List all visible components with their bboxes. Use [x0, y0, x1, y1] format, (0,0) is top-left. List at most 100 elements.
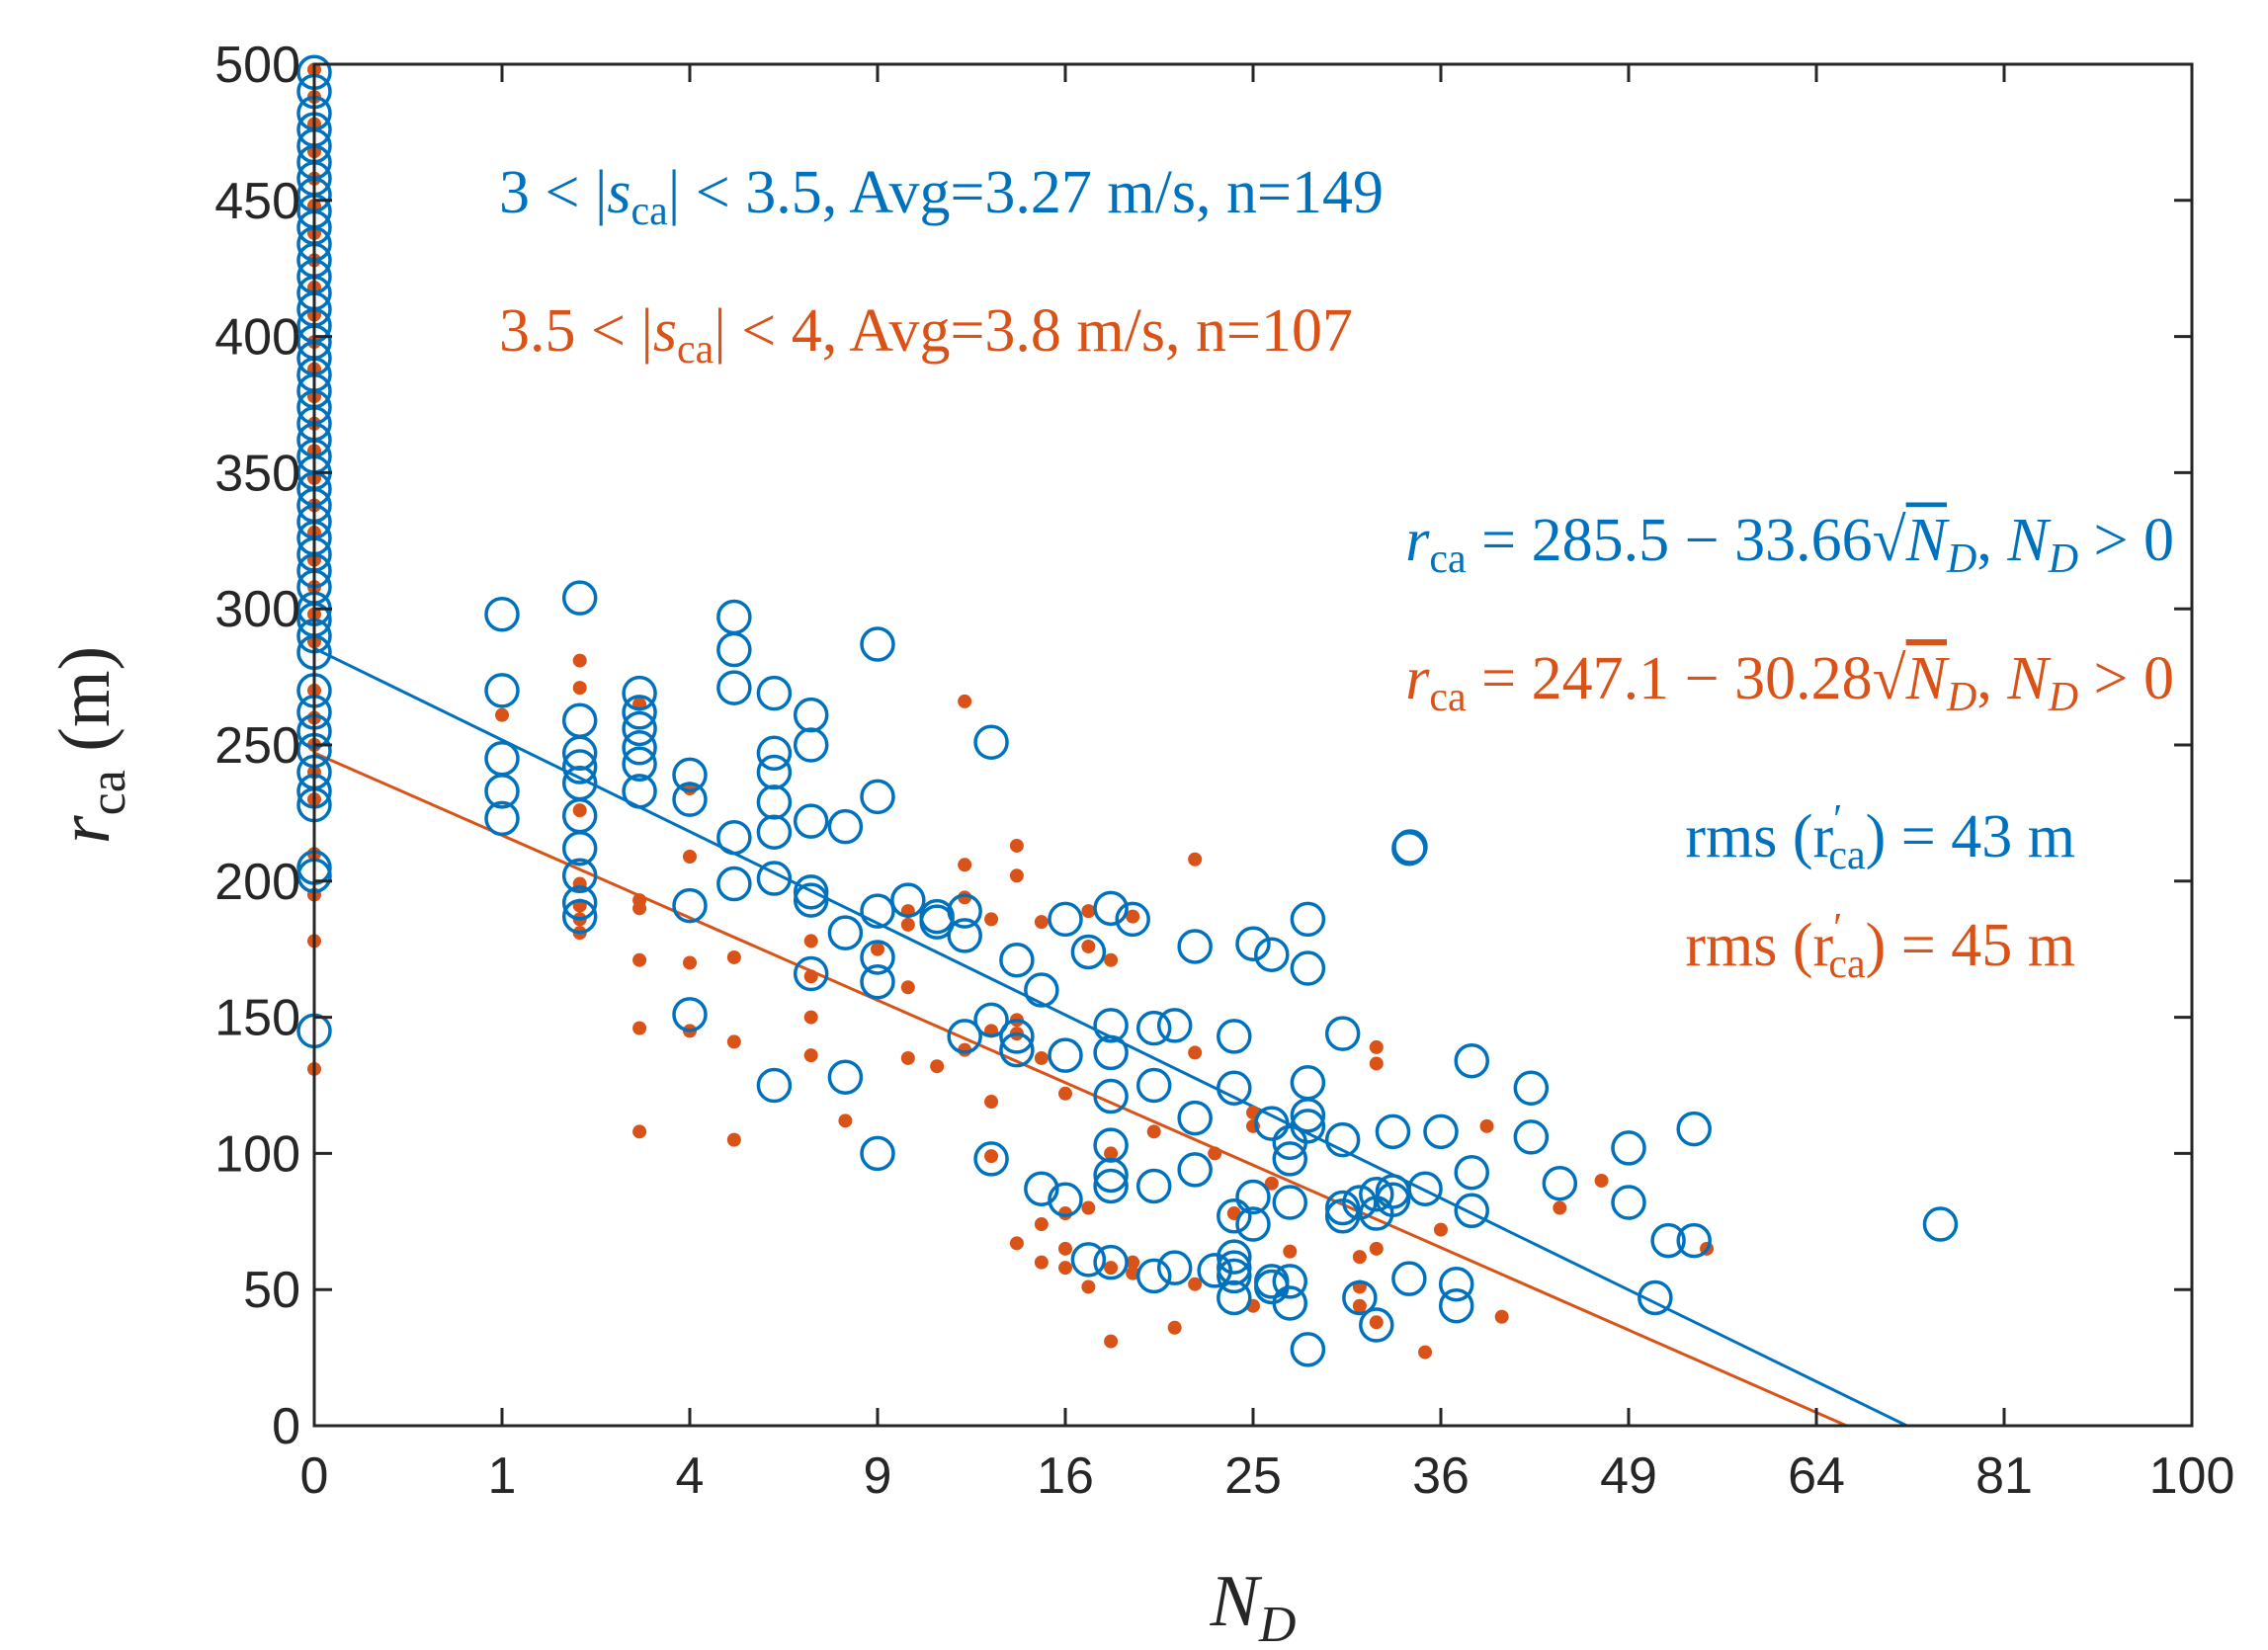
blue-data-point [561, 749, 598, 784]
orange-data-point [1058, 1261, 1072, 1276]
orange-data-point [572, 653, 587, 668]
orange-data-point [1058, 1241, 1072, 1256]
blue-data-point [672, 997, 708, 1032]
blue-data-point [1093, 1008, 1129, 1043]
orange-data-point [838, 1114, 853, 1128]
orange-data-point [1009, 1236, 1024, 1251]
blue-data-point [999, 1031, 1035, 1068]
orange-data-point [1034, 1217, 1049, 1232]
orange-data-point [1494, 1309, 1509, 1324]
blue-data-point [1375, 1114, 1411, 1150]
blue-data-point [1135, 1067, 1172, 1104]
blue-data-point [1135, 1010, 1172, 1046]
blue-data-point [1676, 1111, 1712, 1147]
blue-data-point [1290, 1332, 1326, 1367]
blue-data-point [1093, 890, 1129, 927]
y-tick-label: 400 [214, 309, 300, 367]
blue-data-point [973, 724, 1009, 760]
blue-data-point [1324, 1121, 1361, 1158]
blue-data-point [1217, 1258, 1252, 1294]
orange-data-point [495, 707, 509, 722]
blue-data-point [1454, 1042, 1489, 1079]
blue-data-point [1217, 1070, 1252, 1107]
blue-data-point [1048, 1182, 1083, 1218]
y-tick-label: 0 [272, 1398, 300, 1455]
blue-data-point [1093, 1078, 1129, 1114]
orange-data-point [803, 1048, 818, 1063]
blue-data-point [1235, 1206, 1271, 1242]
y-tick-label: 500 [214, 37, 300, 94]
blue-data-point [1324, 1190, 1361, 1226]
blue-data-point [716, 670, 752, 705]
y-tick-label: 300 [214, 581, 300, 638]
orange-data-point [1081, 1200, 1096, 1215]
blue-data-point [1638, 1279, 1673, 1316]
blue-data-point [793, 874, 829, 910]
orange-data-point [1081, 904, 1096, 919]
orange-data-point [958, 858, 972, 872]
blue-data-point [484, 774, 520, 809]
blue-data-point [1135, 1168, 1172, 1204]
blue-data-point [1513, 1070, 1550, 1107]
x-tick-label: 9 [864, 1447, 892, 1505]
blue-data-point [1438, 1266, 1474, 1302]
orange-data-point [1208, 1146, 1222, 1161]
orange-data-point [1283, 1244, 1298, 1259]
blue-data-point [1093, 1244, 1129, 1280]
orange-data-point [1264, 1176, 1279, 1191]
blue-data-point [1391, 1261, 1427, 1296]
blue-data-point [1093, 1168, 1129, 1204]
blue-data-point [1070, 934, 1107, 970]
blue-data-point [1290, 901, 1326, 938]
blue-data-point [756, 1067, 793, 1104]
orange-fit-annotation: rca = 247.1 − 30.28√ND, ND > 0 [1405, 645, 2174, 720]
blue-data-point [827, 1059, 864, 1095]
blue-data-point [793, 727, 829, 763]
orange-data-point [1104, 1334, 1119, 1349]
orange-data-point [1126, 1266, 1140, 1280]
blue-data-point [1272, 1285, 1308, 1321]
blue-data-point [1290, 1109, 1326, 1144]
blue-data-point [1217, 1198, 1252, 1234]
blue-data-point [1438, 1287, 1474, 1324]
orange-data-point [1188, 1045, 1203, 1060]
x-tick-label: 81 [1975, 1447, 2033, 1505]
legend-open-circle-marker [1392, 829, 1428, 865]
blue-data-point [484, 596, 520, 632]
orange-data-point [632, 1021, 647, 1035]
orange-data-point [1104, 1261, 1119, 1276]
blue-data-point [1177, 929, 1213, 964]
blue-data-point [1024, 1171, 1059, 1206]
orange-data-point [803, 969, 818, 984]
y-tick-label: 350 [214, 445, 300, 502]
blue-data-point [1156, 1250, 1193, 1285]
blue-data-point [1342, 1279, 1378, 1316]
blue-data-point [1359, 1176, 1394, 1212]
blue-data-point [484, 673, 520, 708]
blue-data-point [1290, 950, 1326, 986]
blue-data-point [622, 746, 657, 783]
orange-data-point [1594, 1173, 1609, 1188]
blue-data-point [1217, 1279, 1252, 1316]
blue-data-point [1272, 1185, 1308, 1220]
blue-data-point [716, 819, 752, 856]
orange-data-point [1418, 1345, 1433, 1360]
blue-data-point [1177, 1152, 1213, 1188]
orange-data-point [1034, 1255, 1049, 1270]
orange-data-point [1009, 868, 1024, 883]
blue-group-annotation: 3 < |sca| < 3.5, Avg=3.27 m/s, n=149 [499, 159, 1384, 234]
y-tick-label: 250 [214, 717, 300, 775]
blue-data-point [622, 774, 657, 809]
orange-data-point [900, 917, 915, 932]
blue-data-point [1093, 1157, 1129, 1194]
blue-data-point [1290, 1098, 1326, 1133]
blue-data-point [672, 757, 708, 793]
blue-data-point [1217, 1019, 1252, 1054]
blue-data-point [1513, 1119, 1550, 1155]
orange-data-point [726, 1034, 741, 1049]
blue-data-point [1177, 1100, 1213, 1136]
blue-data-point [622, 730, 657, 766]
orange-data-point [1034, 1050, 1049, 1065]
blue-data-point [1197, 1253, 1232, 1288]
